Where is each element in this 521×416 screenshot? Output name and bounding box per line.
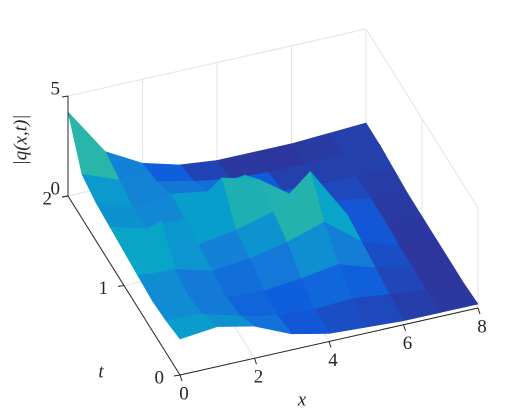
x-tick-label: 2 [254, 367, 264, 388]
z-tick-label: 0 [51, 178, 61, 199]
y-tick-label: 2 [43, 188, 53, 209]
grid-line [67, 28, 367, 97]
x-tick [403, 324, 406, 331]
y-axis-label: t [98, 361, 104, 382]
z-tick-label: 5 [51, 78, 61, 99]
z-tick [61, 95, 69, 98]
y-tick [173, 374, 181, 377]
x-tick-label: 4 [328, 350, 338, 371]
surface-patch [67, 110, 120, 181]
x-tick [328, 341, 332, 348]
x-tick [254, 358, 257, 365]
x-axis-label: x [297, 389, 307, 410]
surface-patch [165, 313, 218, 340]
z-tick [61, 195, 69, 198]
x-tick-label: 6 [403, 333, 413, 354]
grid-line [365, 28, 479, 209]
x-tick-label: 8 [477, 316, 487, 337]
y-tick [117, 285, 125, 287]
x-tick-label: 0 [179, 383, 189, 404]
x-tick [179, 374, 183, 382]
y-tick-label: 1 [99, 278, 109, 299]
z-axis-label: |q(x,t)| [10, 114, 31, 165]
y-tick-label: 0 [155, 367, 165, 388]
x-tick [477, 307, 481, 315]
